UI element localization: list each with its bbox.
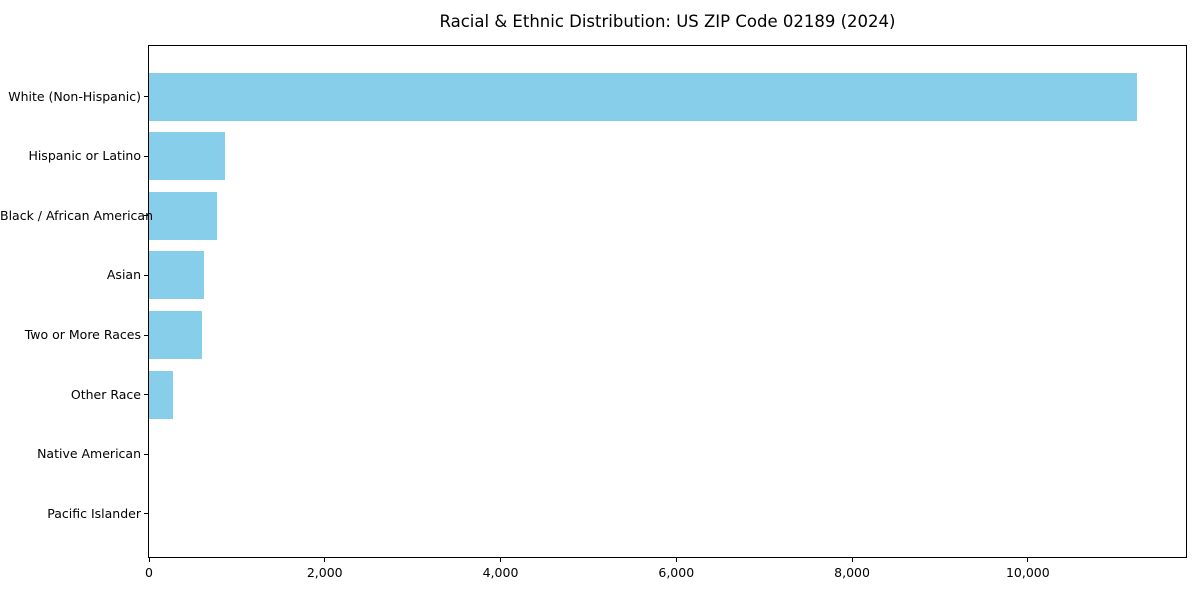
- bar-5: [149, 370, 174, 419]
- y-tick-label-2: Black / African American: [0, 207, 154, 223]
- y-axis-tick-5: [144, 394, 148, 396]
- x-tick-label-2: 4,000: [482, 565, 519, 580]
- x-tick-label-4: 8,000: [834, 565, 870, 580]
- y-axis-tick-4: [144, 334, 148, 336]
- x-axis-tick-1: [324, 558, 326, 562]
- plot-area: [144, 45, 1187, 558]
- y-tick-label-6: Native American: [37, 446, 141, 462]
- bar-2: [149, 191, 218, 240]
- x-axis-tick-2: [500, 558, 502, 562]
- bar-3: [149, 251, 205, 300]
- y-tick-label-7: Pacific Islander: [47, 505, 141, 521]
- y-tick-label-0: White (Non-Hispanic): [8, 88, 141, 104]
- y-axis-tick-3: [144, 274, 148, 276]
- x-tick-label-3: 6,000: [658, 565, 695, 580]
- y-axis-tick-7: [144, 513, 148, 515]
- y-tick-label-4: Two or More Races: [24, 327, 141, 343]
- x-axis-tick-4: [851, 558, 853, 562]
- y-axis-tick-1: [144, 155, 148, 157]
- x-axis-tick-3: [675, 558, 677, 562]
- x-tick-label-5: 10,000: [1005, 565, 1050, 580]
- y-tick-label-1: Hispanic or Latino: [28, 148, 141, 164]
- y-axis-tick-6: [144, 453, 148, 455]
- y-tick-label-5: Other Race: [70, 386, 141, 402]
- bar-4: [149, 311, 202, 360]
- y-axis-tick-0: [144, 96, 148, 97]
- bar-0: [149, 72, 1138, 121]
- x-axis-tick-0: [148, 558, 150, 562]
- y-axis-tick-2: [144, 215, 148, 217]
- x-tick-label-1: 2,000: [306, 565, 343, 580]
- x-axis-tick-5: [1027, 558, 1029, 562]
- chart-title: Racial & Ethnic Distribution: US ZIP Cod…: [439, 12, 896, 31]
- x-tick-label-0: 0: [145, 565, 153, 580]
- bar-1: [149, 132, 225, 181]
- y-tick-label-3: Asian: [106, 267, 141, 283]
